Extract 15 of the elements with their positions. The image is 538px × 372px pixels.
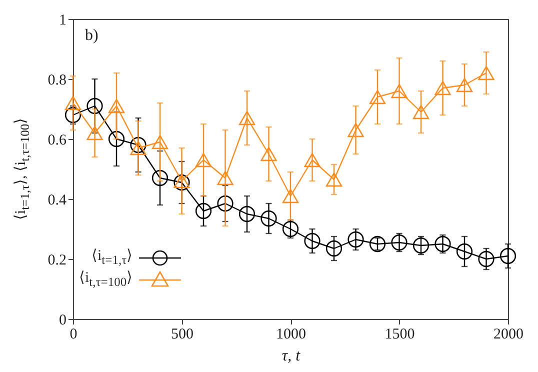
annotation: b) [85,27,98,45]
x-axis-title: τ, t [282,348,301,364]
x-tick-label: 500 [171,326,194,342]
x-tick-label: 2000 [494,326,524,342]
y-tick-label: 0.4 [48,192,67,208]
y-tick-label: 0.2 [48,252,66,268]
y-tick-label: 0 [59,312,66,328]
x-tick-label: 1000 [276,326,306,342]
legend-label: ⟨i$_{t,τ=100}$⟩ [79,269,133,291]
y-tick-label: 0.8 [48,72,66,88]
x-tick-label: 1500 [384,326,415,342]
legend-label: ⟨i$_{t=1,τ}$⟩ [92,247,133,269]
y-tick-label: 1 [59,12,66,28]
y-tick-label: 0.6 [48,132,67,148]
x-tick-label: 0 [70,326,78,342]
